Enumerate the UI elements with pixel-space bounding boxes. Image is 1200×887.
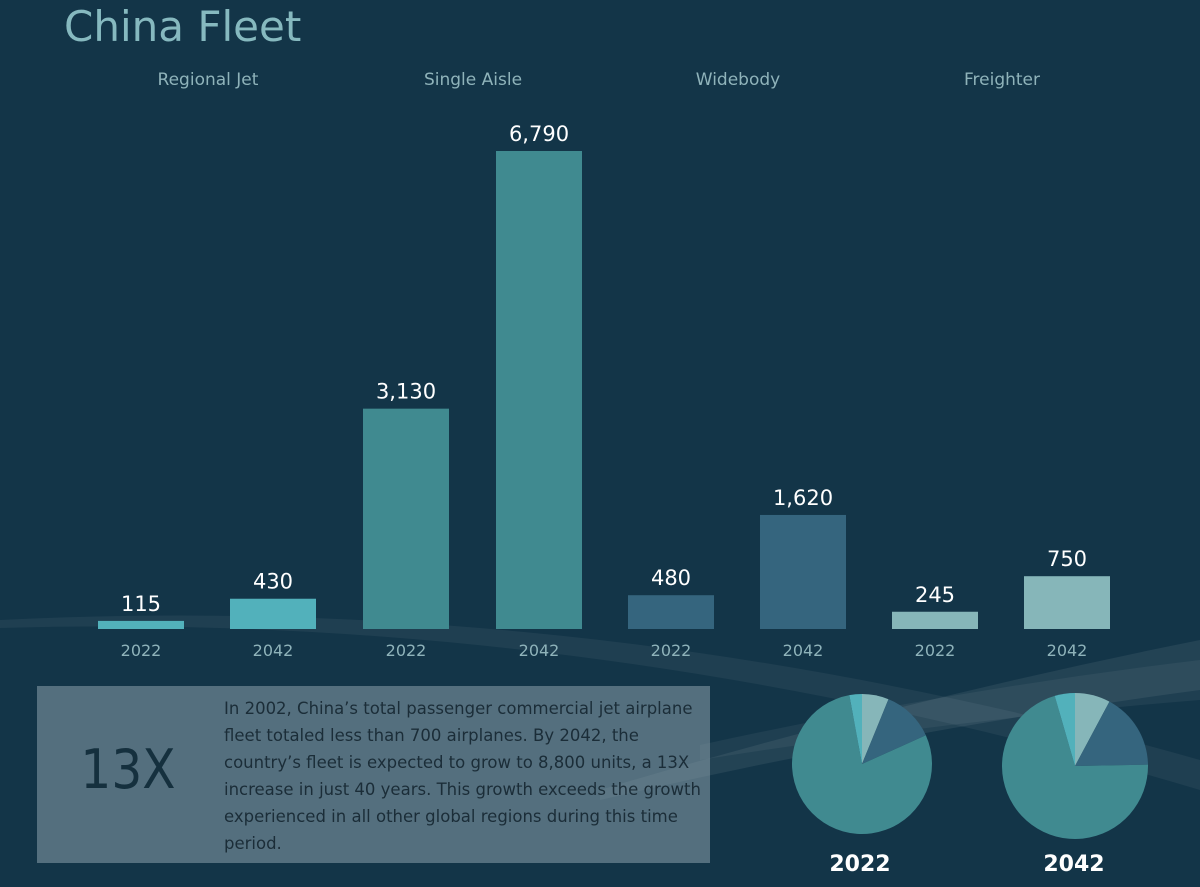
pie-title-2042: 2042 [1043,852,1105,877]
bar-widebody-2022 [628,595,714,629]
x-tick-label: 2042 [253,641,294,660]
x-tick-label: 2022 [651,641,692,660]
pie-slice-widebody-2042 [1075,701,1148,766]
x-tick-label: 2042 [1047,641,1088,660]
bar-value-label: 750 [1047,547,1087,571]
bar-widebody-2042 [760,514,846,629]
x-tick-label: 2042 [519,641,560,660]
pie-slice-single-aisle-2042 [1002,695,1148,840]
bar-value-label: 6,790 [509,122,569,146]
x-tick-label: 2022 [121,641,162,660]
bar-regional-jet-2022 [98,620,184,629]
callout-stat: 13X [80,738,176,801]
x-tick-label: 2042 [783,641,824,660]
pie-slice-freighter-2022 [862,694,889,764]
pie-slice-single-aisle-2022 [792,695,933,834]
bar-value-label: 430 [253,570,293,594]
bar-value-label: 3,130 [376,380,436,404]
group-label-freighter: Freighter [963,70,1041,90]
x-tick-label: 2022 [386,641,427,660]
pie-slice-widebody-2022 [862,699,926,764]
bar-freighter-2022 [892,611,978,629]
pie-charts [792,693,1148,840]
group-label-regional-jet: Regional Jet [157,70,259,90]
bar-single-aisle-2022 [363,408,449,629]
bar-single-aisle-2042 [496,151,582,629]
bar-value-label: 245 [915,583,955,607]
bar-regional-jet-2042 [230,598,316,629]
callout-box [37,686,710,863]
bar-chart: 115 2022 430 2042 3,130 2022 6,790 2042 480 2022 1… [98,122,1110,660]
bar-value-label: 1,620 [773,486,833,510]
pie-title-2022: 2022 [829,852,891,877]
pie-slice-regional-jet-2042 [1054,693,1075,766]
group-label-single-aisle: Single Aisle [423,70,523,90]
pie-slice-freighter-2042 [1075,693,1110,766]
page-title: China Fleet [64,2,302,51]
bar-freighter-2042 [1024,576,1110,629]
callout-text: In 2002, China’s total passenger commerc… [224,699,701,853]
pie-slice-regional-jet-2022 [849,694,862,764]
bar-value-label: 480 [651,566,691,590]
group-label-widebody: Widebody [695,70,781,90]
bar-value-label: 115 [121,592,161,616]
x-tick-label: 2022 [915,641,956,660]
